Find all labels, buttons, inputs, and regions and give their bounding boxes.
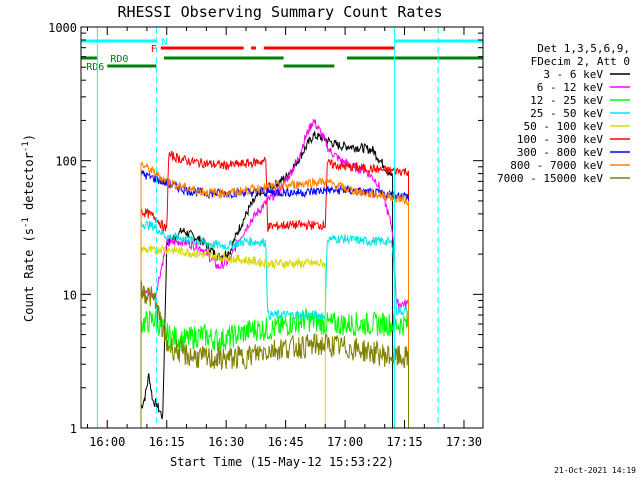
legend-label: 300 - 800 keV xyxy=(517,146,603,159)
x-tick-label: 16:45 xyxy=(268,435,304,449)
legend-header-2: FDecim 2, Att 0 xyxy=(531,55,630,68)
y-tick-label: 10 xyxy=(63,288,77,302)
vertical-markers xyxy=(96,27,439,428)
legend-label: 3 - 6 keV xyxy=(543,68,603,81)
series-line-6 xyxy=(140,150,409,428)
x-tick-label: 17:30 xyxy=(446,435,482,449)
timestamp: 21-Oct-2021 14:19 xyxy=(554,466,636,475)
legend-label: 800 - 7000 keV xyxy=(510,159,603,172)
y-tick-label: 100 xyxy=(55,155,77,169)
x-tick-label: 16:00 xyxy=(89,435,125,449)
x-tick-label: 16:30 xyxy=(208,435,244,449)
x-tick-label: 17:00 xyxy=(327,435,363,449)
series-line-8 xyxy=(140,160,409,428)
y-axis: 1 10 100 1000 xyxy=(48,21,483,436)
chart-title: RHESSI Observing Summary Count Rates xyxy=(117,3,442,21)
segment-bars: NF RD0 RD6 xyxy=(81,37,483,73)
series-line-9 xyxy=(140,279,409,428)
legend-label: 100 - 300 keV xyxy=(517,133,603,146)
x-axis: 16:00 16:15 16:30 16:45 17:00 17:15 17:30 xyxy=(86,27,482,449)
y-tick-label: 1000 xyxy=(48,21,77,35)
series-line-4 xyxy=(140,220,409,428)
series-layer xyxy=(140,118,409,428)
series-line-2 xyxy=(140,118,409,428)
x-axis-label: Start Time (15-May-12 15:53:22) xyxy=(170,455,394,469)
legend-label: 6 - 12 keV xyxy=(537,81,604,94)
segment-label-n: N xyxy=(161,37,167,48)
segment-label-f: F xyxy=(151,44,157,55)
series-line-5 xyxy=(140,244,326,428)
series-line-7 xyxy=(140,170,409,428)
legend-label: 12 - 25 keV xyxy=(530,94,603,107)
legend-label: 7000 - 15000 keV xyxy=(497,172,603,185)
series-line-3 xyxy=(140,308,409,428)
legend: Det 1,3,5,6,9, FDecim 2, Att 0 3 - 6 keV… xyxy=(497,42,630,185)
x-tick-label: 16:15 xyxy=(149,435,185,449)
y-axis-label: Count Rate (s-1 detector-1) xyxy=(21,134,36,322)
legend-label: 25 - 50 keV xyxy=(530,107,603,120)
y-tick-label: 1 xyxy=(70,422,77,436)
legend-label: 50 - 100 keV xyxy=(524,120,604,133)
legend-header-1: Det 1,3,5,6,9, xyxy=(537,42,630,55)
segment-label-rd6: RD6 xyxy=(86,62,104,73)
x-tick-label: 17:15 xyxy=(386,435,422,449)
plot-frame xyxy=(80,26,484,429)
segment-label-rd0: RD0 xyxy=(110,54,128,65)
